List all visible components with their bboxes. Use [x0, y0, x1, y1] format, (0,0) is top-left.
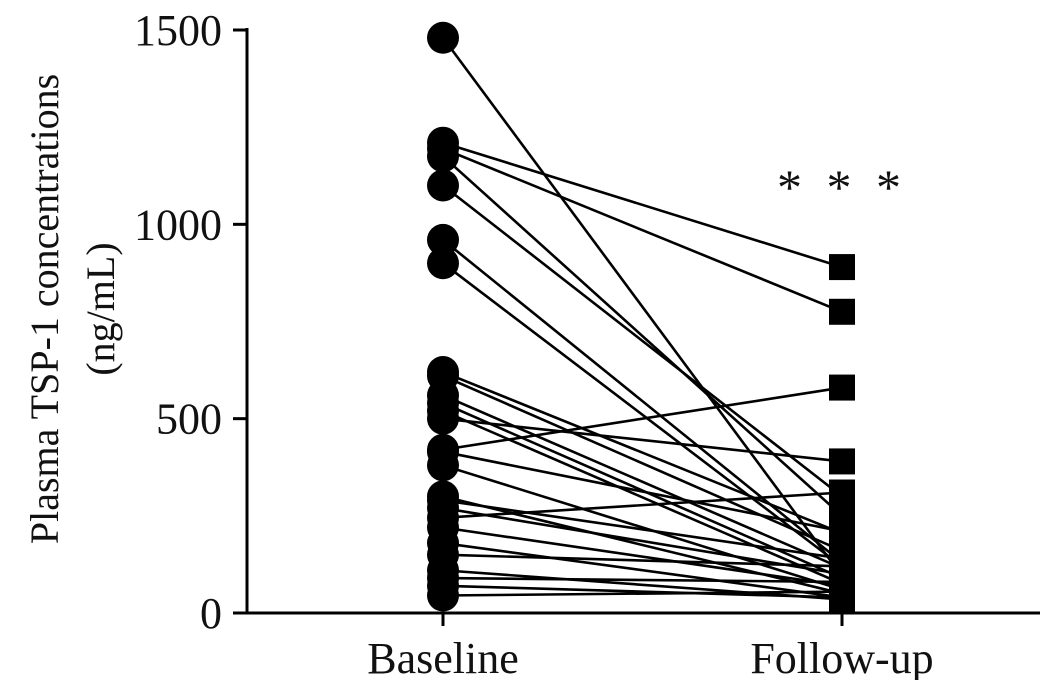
- followup-point: [829, 254, 855, 281]
- baseline-point: [427, 223, 459, 256]
- pair-line: [442, 491, 843, 520]
- pair-line: [442, 141, 843, 269]
- y-tick-label: 1500: [134, 6, 222, 55]
- followup-point: [829, 479, 855, 506]
- followup-point: [829, 298, 855, 325]
- y-ticks: 0 500 1000 1500: [134, 6, 247, 638]
- baseline-point: [427, 402, 459, 435]
- axes: [245, 28, 1040, 615]
- x-category-label: Baseline: [367, 634, 519, 680]
- pair-line: [442, 184, 843, 498]
- pair-lines: [441, 36, 844, 601]
- baseline-point: [427, 247, 459, 280]
- pair-line: [442, 147, 843, 313]
- pair-line: [442, 386, 843, 452]
- pair-line: [442, 553, 843, 568]
- pair-line: [442, 370, 843, 535]
- y-axis-title-line1: Plasma TSP-1 concentrations: [22, 74, 67, 544]
- pair-line: [442, 374, 843, 553]
- significance-label: * * *: [777, 159, 907, 215]
- baseline-point: [427, 21, 459, 54]
- pair-line: [442, 464, 843, 591]
- pair-line: [442, 526, 843, 588]
- pair-line: [442, 499, 843, 560]
- pair-line: [442, 394, 843, 570]
- followup-point: [829, 374, 855, 401]
- x-category-label: Follow-up: [750, 634, 933, 680]
- pair-line: [442, 541, 843, 599]
- y-tick-label: 500: [156, 395, 222, 444]
- pair-line: [442, 238, 843, 564]
- followup-point: [829, 518, 855, 545]
- pair-line: [442, 262, 843, 568]
- data-markers: [427, 21, 855, 613]
- y-tick-label: 0: [200, 589, 222, 638]
- followup-point: [829, 578, 855, 605]
- pair-line: [442, 590, 843, 597]
- baseline-point: [427, 140, 459, 173]
- baseline-point: [427, 449, 459, 482]
- pair-line: [442, 584, 843, 599]
- y-axis-title: Plasma TSP-1 concentrations (ng/mL): [22, 74, 123, 544]
- pair-line: [442, 417, 843, 463]
- y-tick-label: 1000: [134, 200, 222, 249]
- pair-line: [441, 36, 844, 577]
- pair-line: [442, 450, 843, 533]
- baseline-point: [427, 579, 459, 612]
- x-categories: Baseline Follow-up: [367, 613, 934, 680]
- baseline-point: [427, 169, 459, 202]
- pair-line: [442, 155, 843, 517]
- followup-point: [829, 448, 855, 475]
- y-axis-title-line2: (ng/mL): [78, 242, 123, 375]
- pair-line: [442, 576, 843, 584]
